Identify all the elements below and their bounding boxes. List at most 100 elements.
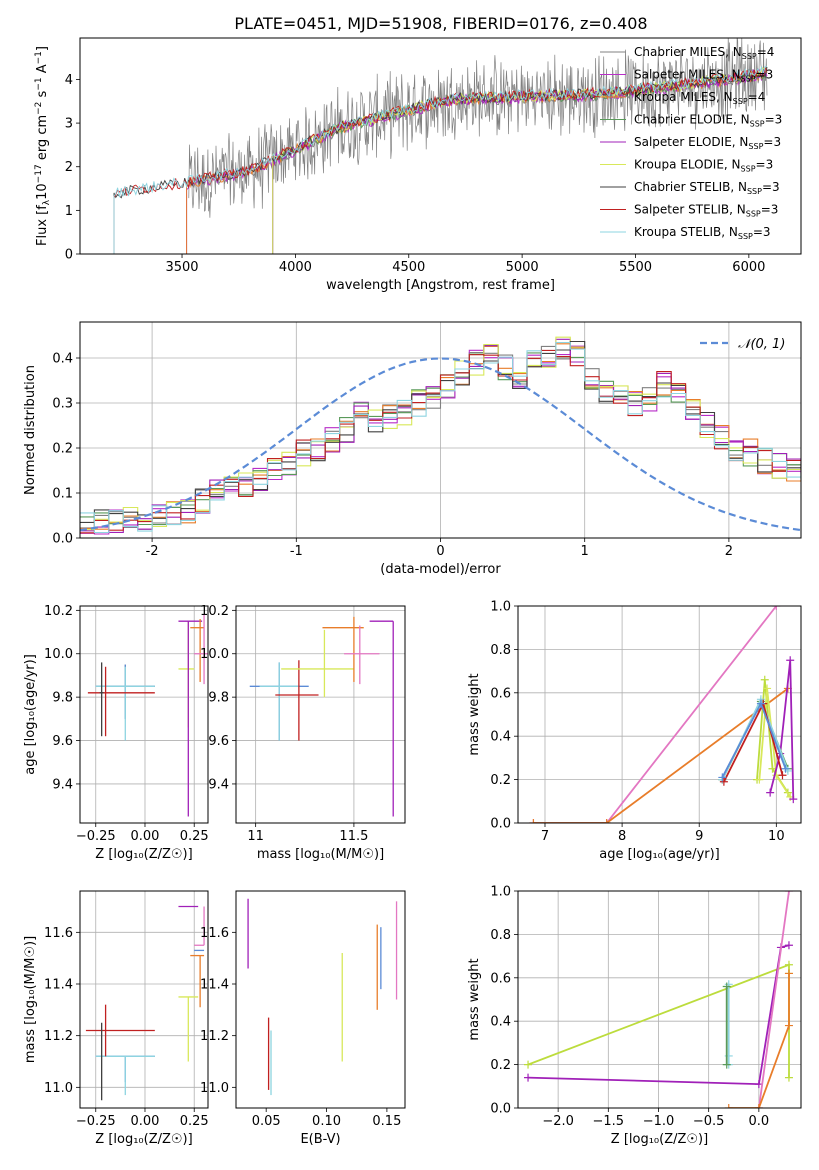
weight-marker [722, 982, 731, 991]
legend-entry: 𝒩(0, 1) [738, 337, 785, 352]
x-tick-label: −2.0 [542, 1114, 574, 1129]
y-tick-label: 11.2 [44, 1029, 73, 1044]
legend-suffix: =3 [763, 135, 781, 149]
histogram-series [80, 343, 801, 530]
legend-sub: SSP [741, 165, 756, 174]
x-tick-label: 0.25 [180, 829, 209, 844]
y-tick-label: 4 [65, 73, 73, 88]
x-tick-label: 4500 [392, 260, 425, 275]
legend-name: Kroupa ELODIE, N [634, 158, 741, 172]
x-tick-label: −0.5 [693, 1114, 725, 1129]
x-tick-label: 0.25 [180, 1114, 209, 1129]
y-axis-label-part: λ [42, 199, 52, 205]
x-tick-label: -2 [146, 544, 159, 559]
panel-age_vs_mass: 11 11.5 9.4 9.6 9.8 10.0 10.2 mass [log₁₀(M/M☉)… [200, 604, 406, 862]
weight-marker [755, 775, 764, 784]
axes-frame [79, 605, 209, 824]
y-axis-label-part: s [35, 90, 50, 101]
weight-marker [772, 606, 781, 610]
legend-entry: Salpeter ELODIE, NSSP=3 [634, 135, 781, 151]
weight-marker [724, 1104, 733, 1108]
y-axis-label-part: 10 [35, 183, 50, 200]
weight-marker [529, 819, 538, 823]
y-tick-label: 11.6 [200, 926, 229, 941]
legend-entry: Kroupa MILES, NSSP=4 [634, 90, 765, 106]
legend-suffix: =4 [748, 90, 766, 104]
y-tick-label: 10.0 [200, 647, 229, 662]
y-tick-label: 0.2 [490, 773, 511, 788]
legend-name: Salpeter STELIB, N [634, 203, 746, 217]
plot-area [113, 38, 768, 254]
x-tick-label: 0.00 [131, 1114, 160, 1129]
x-axis-label: age [log₁₀(age/yr)] [599, 847, 720, 862]
legend-suffix: =3 [765, 113, 783, 127]
x-tick-label: 11.5 [339, 829, 368, 844]
weight-marker [784, 891, 793, 895]
y-axis-label-part: −1 [34, 51, 44, 64]
y-tick-label: 10.2 [44, 604, 73, 619]
y-tick-label: 0 [65, 248, 73, 263]
legend-entry: Salpeter MILES, NSSP=3 [634, 68, 773, 84]
axes-frame [79, 37, 802, 255]
weight-series [769, 660, 795, 800]
x-tick-label: 9 [695, 829, 703, 844]
x-tick-label: 8 [618, 829, 626, 844]
legend-entry: Kroupa STELIB, NSSP=3 [634, 225, 771, 241]
weight-series [721, 697, 789, 780]
legend-name: Salpeter MILES, N [634, 68, 741, 82]
plot-area [529, 606, 798, 823]
x-axis-label: mass [log₁₀(M/M☉)] [257, 847, 384, 862]
chart-layer: 3500 4000 4500 5000 5500 6000 0 1 2 3 4 wavelength … [23, 37, 802, 1147]
weight-marker [718, 773, 727, 782]
y-tick-label: 11.6 [44, 926, 73, 941]
histogram-series [80, 336, 801, 531]
x-tick-label: −1.0 [643, 1114, 675, 1129]
legend-sub: SSP [742, 52, 757, 61]
plot-area [85, 905, 205, 1101]
plot-area [524, 891, 793, 1108]
legend-entry: Chabrier STELIB, NSSP=3 [634, 180, 780, 196]
legend-suffix: =3 [753, 225, 771, 239]
legend-suffix: =3 [756, 68, 774, 82]
legend-entry: Chabrier ELODIE, NSSP=3 [634, 113, 782, 129]
weight-series [527, 944, 790, 1086]
legend-name: Chabrier ELODIE, N [634, 113, 750, 127]
weight-series [533, 687, 789, 823]
y-tick-label: 2 [65, 160, 73, 175]
y-tick-label: 11.0 [200, 1081, 229, 1096]
x-tick-label: 0 [436, 544, 444, 559]
x-tick-label: 5000 [506, 260, 539, 275]
legend-suffix: =3 [762, 180, 780, 194]
legend-suffix: =3 [761, 203, 779, 217]
legend-sub: SSP [733, 97, 748, 106]
y-axis-label: age [log₁₀(age/yr)] [23, 654, 38, 775]
histogram-series [80, 338, 801, 533]
y-tick-label: 9.6 [208, 734, 229, 749]
y-tick-label: 1.0 [490, 600, 511, 615]
legend-sub: SSP [741, 75, 756, 84]
y-tick-label: 0.0 [490, 817, 511, 832]
panel-spectrum: 3500 4000 4500 5000 5500 6000 0 1 2 3 4 wavelength … [34, 37, 802, 293]
weight-marker [784, 1021, 793, 1030]
legend-sub: SSP [747, 187, 762, 196]
x-axis-label: E(B-V) [300, 1132, 340, 1147]
axes-frame [235, 890, 406, 1109]
x-tick-label: 3500 [165, 260, 198, 275]
model-spectrum [113, 65, 768, 254]
x-axis-label: Z [log₁₀(Z/Z☉)] [95, 847, 192, 862]
y-tick-label: 0.6 [490, 971, 511, 986]
y-tick-label: 10.0 [44, 647, 73, 662]
observed-spectrum [188, 38, 768, 218]
y-tick-label: 9.4 [208, 777, 229, 792]
figure-title: PLATE=0451, MJD=51908, FIBERID=0176, z=0… [234, 14, 647, 33]
legend-suffix: =4 [757, 45, 775, 59]
y-axis-label-part: −1 [34, 77, 44, 90]
x-axis-label: (data-model)/error [380, 562, 501, 577]
x-axis-label: Z [log₁₀(Z/Z☉)] [611, 1132, 708, 1147]
legend-sub: SSP [748, 142, 763, 151]
x-tick-label: 0.0 [749, 1114, 770, 1129]
x-axis-label: wavelength [Angstrom, rest frame] [326, 278, 555, 293]
histogram-series [80, 349, 801, 534]
x-tick-label: 5500 [619, 260, 652, 275]
